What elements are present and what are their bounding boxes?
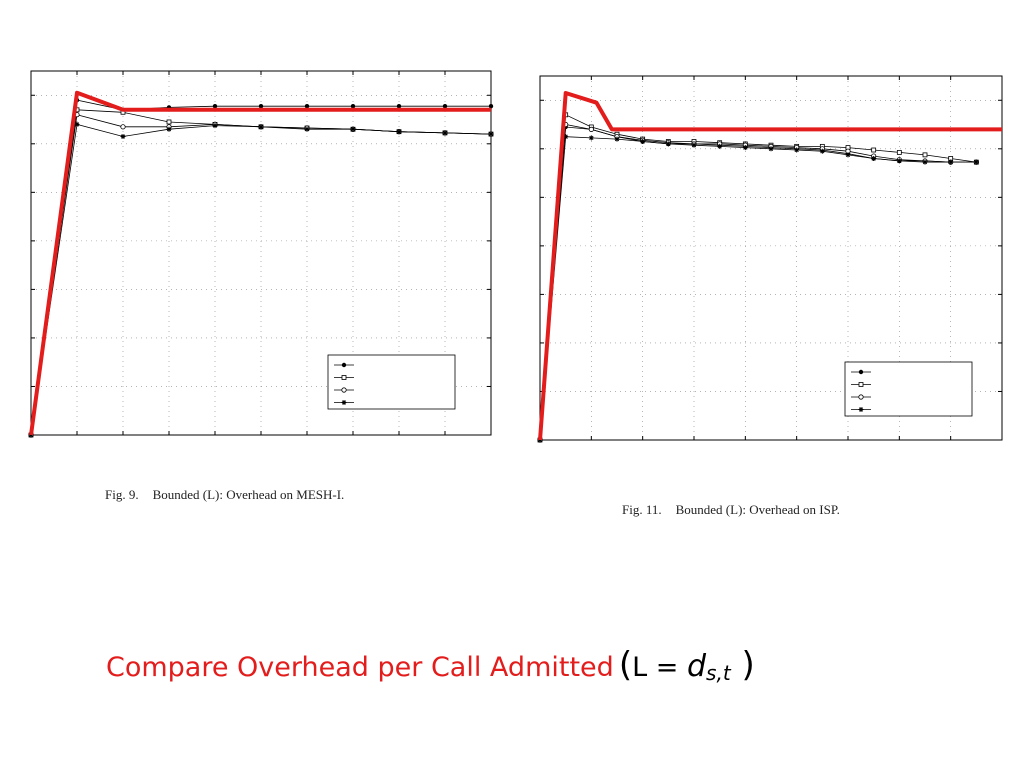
data-point [442, 130, 448, 136]
series-line [539, 124, 977, 441]
data-point [350, 126, 356, 132]
chart-mesh-i [0, 60, 510, 480]
data-point [563, 134, 569, 140]
data-point [871, 156, 877, 162]
data-point [120, 124, 126, 130]
caption-figure-number: Fig. 9. [105, 487, 139, 502]
data-point [691, 142, 697, 148]
data-point [212, 123, 218, 129]
chart-isp-svg [537, 75, 1003, 443]
figure-caption-isp: Fig. 11. Bounded (L): Overhead on ISP. [622, 502, 840, 518]
legend-box [844, 361, 973, 417]
data-point [973, 159, 979, 165]
data-point [396, 103, 402, 109]
data-point [166, 126, 172, 132]
formula-subscript: s,t [706, 661, 731, 686]
data-point [258, 124, 264, 130]
legend-marker [858, 407, 864, 412]
data-point [304, 126, 310, 132]
formula-lhs: L = [632, 652, 687, 683]
data-point [922, 152, 928, 158]
highlight-line [29, 90, 491, 436]
legend-marker [858, 369, 864, 375]
caption-text: Bounded (L): Overhead on ISP. [675, 502, 840, 517]
data-point [304, 103, 310, 109]
legend-marker [341, 375, 347, 380]
data-point [794, 147, 800, 153]
data-point [396, 129, 402, 135]
data-point [665, 141, 671, 147]
data-point [640, 139, 646, 145]
legend-marker [341, 400, 347, 405]
figure-caption-mesh-i: Fig. 9. Bounded (L): Overhead on MESH-I. [105, 487, 344, 503]
data-point [896, 158, 902, 164]
data-point [742, 145, 748, 151]
data-point [768, 146, 774, 152]
data-point [166, 119, 172, 125]
data-point [588, 135, 594, 141]
data-point [488, 103, 494, 109]
data-point [948, 159, 954, 165]
plot-frame [539, 75, 1003, 441]
data-point [212, 103, 218, 109]
chart-mesh-i-svg [28, 70, 494, 438]
formula-open-paren: ( [618, 645, 633, 685]
legend-marker [858, 382, 864, 387]
legend-marker [341, 362, 347, 368]
data-point [845, 152, 851, 158]
data-point [614, 136, 620, 142]
series-line [539, 136, 977, 441]
series-line [539, 114, 977, 441]
data-point [258, 103, 264, 109]
data-point [442, 103, 448, 109]
caption-figure-number: Fig. 11. [622, 502, 662, 517]
data-point [871, 147, 877, 153]
legend-box [327, 354, 456, 410]
legend-marker [858, 394, 864, 400]
data-point [819, 148, 825, 154]
data-point [588, 126, 594, 132]
data-point [896, 150, 902, 155]
data-point [350, 103, 356, 109]
legend-marker [341, 387, 347, 393]
data-point [717, 143, 723, 149]
legend [844, 361, 973, 417]
series-3 [537, 134, 979, 443]
data-point [74, 121, 80, 127]
data-point [488, 131, 494, 137]
slide-title-text: Compare Overhead per Call Admitted [106, 652, 614, 683]
formula-d-symbol: d [687, 649, 707, 684]
formula-close-paren: ) [730, 645, 755, 685]
slide-title: Compare Overhead per Call Admitted (L = … [106, 645, 755, 685]
data-point [922, 159, 928, 165]
legend [327, 354, 456, 410]
data-point [120, 134, 126, 140]
chart-isp [505, 60, 1024, 480]
highlight-line [538, 91, 1002, 441]
caption-text: Bounded (L): Overhead on MESH-I. [152, 487, 345, 502]
